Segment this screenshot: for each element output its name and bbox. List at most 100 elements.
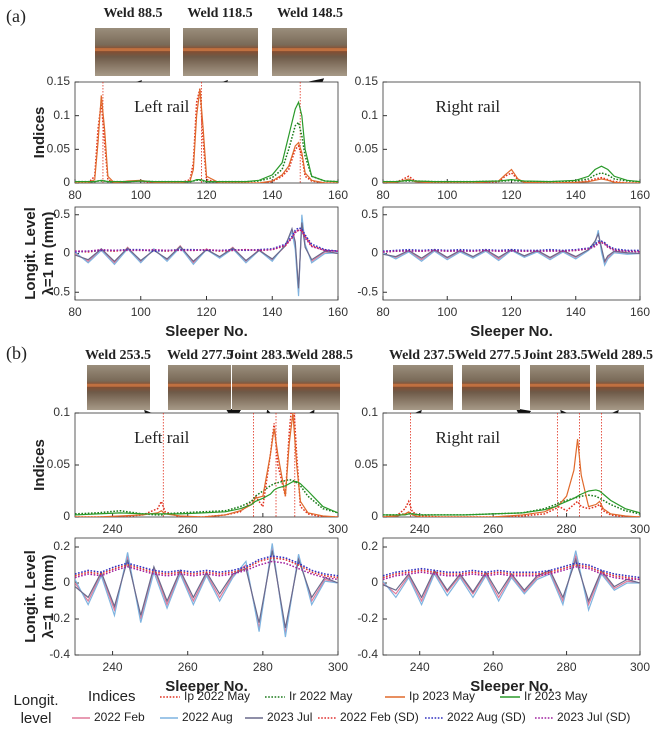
y-axis-label: λ=1 m (mm) [40, 212, 57, 296]
series-line [383, 171, 640, 183]
legend-label: Ir 2023 May [524, 689, 587, 703]
x-tick-label: 160 [328, 305, 348, 319]
y-tick-label: 0 [371, 246, 378, 260]
series-line [383, 241, 640, 253]
x-tick-label: 300 [328, 660, 348, 674]
photo [462, 365, 520, 410]
plot-area [382, 537, 641, 656]
y-axis-label: Indices [31, 439, 48, 491]
x-tick-label: 120 [196, 305, 216, 319]
series-line [75, 222, 338, 289]
legend-label: 2022 Aug [182, 710, 233, 724]
x-tick-label: 100 [437, 188, 457, 202]
y-tick-label: 0.1 [361, 108, 378, 122]
legend-label: 2023 Jul [267, 710, 312, 724]
y-axis-label: λ=1 m (mm) [40, 555, 57, 639]
series-line [383, 550, 640, 613]
plot-lines [75, 413, 338, 517]
photo-label: Weld 88.5 [103, 6, 162, 21]
legend-label: 2022 Aug (SD) [447, 710, 526, 724]
y-tick-label: 0.1 [361, 405, 378, 419]
series-line [75, 478, 338, 516]
y-tick-label: -0.2 [49, 611, 70, 625]
x-tick-label: 240 [410, 660, 430, 674]
photo-label: Weld 253.5 [85, 348, 151, 363]
legend-label: 2023 Jul (SD) [557, 710, 630, 724]
x-tick-label: 300 [630, 660, 650, 674]
x-axis-label: Sleeper No. [470, 323, 553, 340]
x-tick-label: 240 [410, 522, 430, 536]
series-line [75, 100, 338, 183]
y-tick-label: -0.2 [357, 611, 378, 625]
plot-area [74, 206, 339, 301]
legend-label: Ip 2022 May [184, 689, 250, 703]
rail-label: Right rail [435, 428, 500, 447]
y-tick-label: 0 [63, 246, 70, 260]
x-tick-label: 80 [376, 188, 390, 202]
series-line [75, 120, 338, 183]
rail-label: Left rail [134, 428, 189, 447]
y-tick-label: -0.5 [357, 284, 378, 298]
x-axis-label: Sleeper No. [165, 323, 248, 340]
series-line [383, 489, 640, 516]
y-tick-label: 0.1 [53, 405, 70, 419]
plot-lines [383, 230, 640, 267]
y-tick-label: 0.5 [361, 207, 378, 221]
legend-title: Indices [88, 688, 136, 705]
x-tick-label: 240 [103, 522, 123, 536]
y-tick-label: 0 [371, 509, 378, 523]
rail-label: Left rail [134, 97, 189, 116]
x-tick-label: 140 [262, 188, 282, 202]
y-tick-label: 0.05 [355, 457, 379, 471]
photo [393, 365, 453, 410]
y-tick-label: 0 [63, 175, 70, 189]
y-tick-label: 0 [63, 575, 70, 589]
legend-label: 2022 Feb (SD) [340, 710, 419, 724]
photo [168, 365, 231, 410]
photo-label: Weld 277.5 [167, 348, 233, 363]
plot-area [382, 412, 641, 518]
legend-title: level [21, 710, 52, 727]
photo [95, 28, 170, 76]
plot-area [74, 412, 339, 518]
series-line [75, 413, 338, 517]
y-tick-label: 0 [371, 175, 378, 189]
panel-label: (a) [6, 6, 26, 27]
x-tick-label: 100 [437, 305, 457, 319]
series-line [75, 227, 338, 253]
photo-label: Weld 118.5 [187, 6, 252, 21]
x-tick-label: 80 [68, 305, 82, 319]
plot-lines [75, 214, 338, 297]
x-tick-label: 140 [566, 188, 586, 202]
x-tick-label: 280 [557, 660, 577, 674]
x-tick-label: 260 [178, 522, 198, 536]
x-tick-label: 80 [376, 305, 390, 319]
y-tick-label: 0.05 [47, 457, 71, 471]
y-tick-label: 0.2 [361, 539, 378, 553]
plot-lines [383, 165, 640, 183]
series-line [383, 230, 640, 267]
series-line [75, 229, 338, 252]
x-tick-label: 260 [178, 660, 198, 674]
series-line [75, 481, 338, 516]
y-tick-label: 0.05 [355, 142, 379, 156]
x-tick-label: 120 [501, 188, 521, 202]
y-tick-label: 0.2 [53, 539, 70, 553]
plot-area [382, 81, 641, 184]
series-line [383, 566, 640, 581]
x-tick-label: 100 [131, 188, 151, 202]
y-axis-label: Longit. Level [22, 550, 39, 643]
photo-label: Weld 288.5 [287, 348, 353, 363]
x-tick-label: 160 [630, 305, 650, 319]
photo-label: Joint 283.5 [227, 348, 292, 363]
photo [272, 28, 347, 76]
photo-label: Weld 289.5 [587, 348, 653, 363]
y-tick-label: 0.1 [53, 108, 70, 122]
y-axis-label: Indices [31, 107, 48, 159]
series-line [383, 499, 640, 517]
plot-lines [383, 413, 640, 517]
x-tick-label: 160 [328, 188, 348, 202]
panel-label: (b) [6, 343, 27, 364]
x-tick-label: 260 [483, 660, 503, 674]
